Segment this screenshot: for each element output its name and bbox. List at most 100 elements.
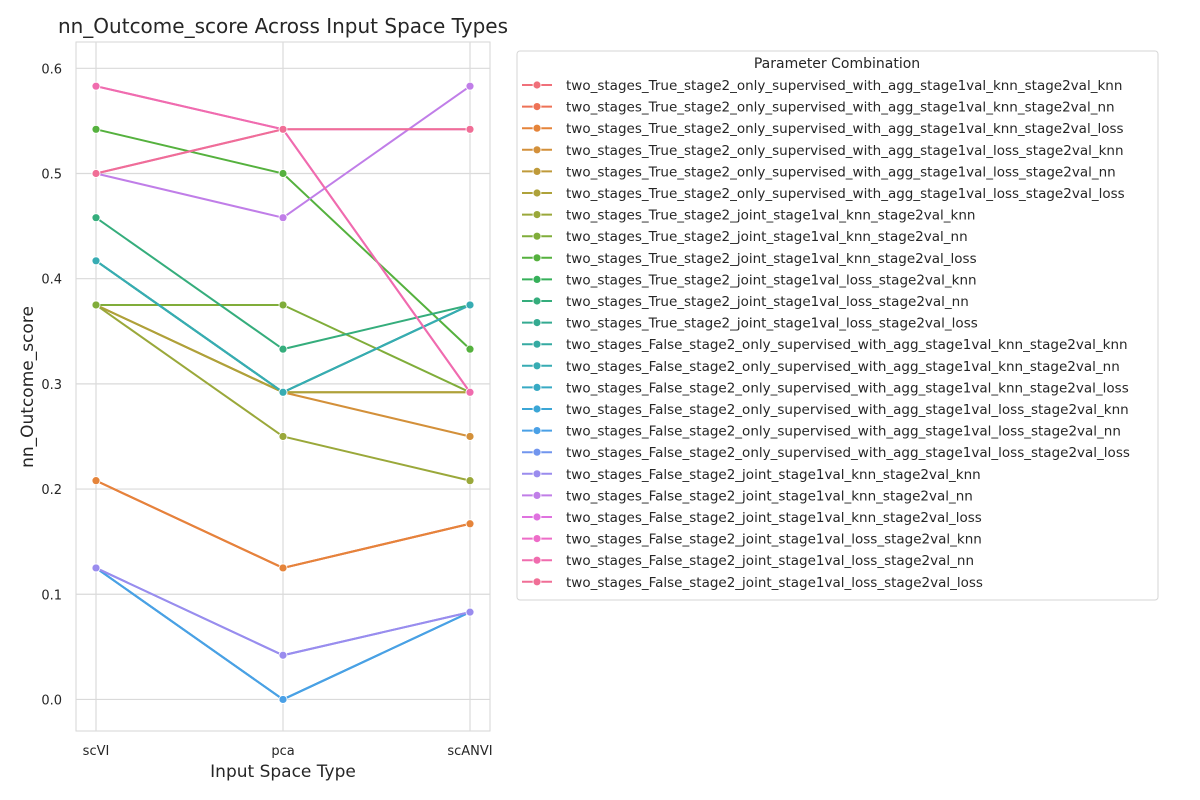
data-point bbox=[278, 344, 288, 354]
legend-label: two_stages_True_stage2_only_supervised_w… bbox=[566, 100, 1115, 116]
legend-swatch-marker bbox=[532, 318, 542, 328]
legend-label: two_stages_True_stage2_joint_stage1val_k… bbox=[566, 251, 977, 267]
legend-label: two_stages_False_stage2_only_supervised_… bbox=[566, 380, 1129, 396]
legend-label: two_stages_False_stage2_only_supervised_… bbox=[566, 359, 1120, 375]
legend-label: two_stages_True_stage2_only_supervised_w… bbox=[566, 186, 1125, 202]
legend: Parameter Combination two_stages_True_st… bbox=[516, 50, 1159, 601]
legend-item: two_stages_True_stage2_joint_stage1val_l… bbox=[522, 294, 969, 310]
series-9 bbox=[91, 124, 475, 354]
x-tick-labels: scVI pca scANVI bbox=[83, 744, 493, 759]
legend-frame bbox=[516, 50, 1159, 601]
y-tick-label: 0.6 bbox=[41, 62, 62, 77]
legend-item: two_stages_True_stage2_joint_stage1val_k… bbox=[522, 208, 975, 224]
data-point bbox=[91, 256, 101, 266]
data-point bbox=[465, 387, 475, 397]
x-tick-label: scVI bbox=[83, 744, 110, 759]
legend-label: two_stages_True_stage2_only_supervised_w… bbox=[566, 143, 1124, 159]
legend-label: two_stages_False_stage2_joint_stage1val_… bbox=[566, 488, 973, 504]
series-19 bbox=[91, 563, 475, 660]
data-point bbox=[465, 344, 475, 354]
legend-swatch-marker bbox=[532, 123, 542, 133]
legend-swatch-marker bbox=[532, 469, 542, 479]
legend-swatch-marker bbox=[532, 404, 542, 414]
data-point bbox=[91, 213, 101, 223]
legend-label: two_stages_False_stage2_joint_stage1val_… bbox=[566, 467, 981, 483]
legend-item: two_stages_False_stage2_joint_stage1val_… bbox=[522, 510, 982, 526]
data-point bbox=[465, 519, 475, 529]
legend-swatch-marker bbox=[532, 296, 542, 306]
legend-item: two_stages_True_stage2_joint_stage1val_l… bbox=[522, 272, 977, 288]
data-point bbox=[278, 563, 288, 573]
legend-label: two_stages_True_stage2_only_supervised_w… bbox=[566, 164, 1116, 180]
data-point bbox=[278, 169, 288, 178]
series-24 bbox=[91, 124, 475, 178]
x-tick-label: pca bbox=[271, 744, 294, 759]
y-tick-labels: 0.0 0.1 0.2 0.3 0.4 0.5 0.6 bbox=[41, 62, 62, 708]
legend-swatch-marker bbox=[532, 382, 542, 392]
legend-item: two_stages_True_stage2_joint_stage1val_l… bbox=[522, 316, 978, 332]
legend-item: two_stages_False_stage2_joint_stage1val_… bbox=[522, 553, 974, 569]
legend-label: two_stages_False_stage2_joint_stage1val_… bbox=[566, 553, 974, 569]
legend-swatch-marker bbox=[532, 102, 542, 111]
legend-label: two_stages_True_stage2_only_supervised_w… bbox=[566, 121, 1124, 137]
y-tick-label: 0.2 bbox=[41, 483, 62, 498]
y-tick-label: 0.5 bbox=[41, 167, 62, 182]
legend-label: two_stages_False_stage2_only_supervised_… bbox=[566, 337, 1128, 353]
legend-label: two_stages_True_stage2_only_supervised_w… bbox=[566, 78, 1122, 94]
legend-swatch-marker bbox=[532, 534, 542, 543]
legend-swatch-marker bbox=[532, 447, 542, 457]
legend-item: two_stages_True_stage2_only_supervised_w… bbox=[522, 164, 1116, 180]
legend-label: two_stages_False_stage2_joint_stage1val_… bbox=[566, 532, 982, 548]
x-tick-label: scANVI bbox=[447, 744, 492, 759]
legend-label: two_stages_False_stage2_only_supervised_… bbox=[566, 424, 1121, 440]
legend-item: two_stages_False_stage2_joint_stage1val_… bbox=[522, 488, 973, 504]
data-point bbox=[91, 300, 101, 310]
legend-swatch-marker bbox=[532, 339, 542, 349]
legend-label: two_stages_True_stage2_joint_stage1val_l… bbox=[566, 316, 978, 332]
data-point bbox=[465, 476, 475, 486]
legend-label: two_stages_True_stage2_joint_stage1val_k… bbox=[566, 229, 968, 245]
legend-swatch-marker bbox=[532, 512, 542, 522]
data-point bbox=[465, 81, 475, 91]
legend-label: two_stages_False_stage2_only_supervised_… bbox=[566, 402, 1129, 418]
data-point bbox=[91, 476, 101, 486]
legend-swatch-marker bbox=[532, 210, 542, 220]
legend-swatch-marker bbox=[532, 577, 542, 587]
legend-item: two_stages_False_stage2_only_supervised_… bbox=[522, 359, 1120, 375]
legend-item: two_stages_True_stage2_only_supervised_w… bbox=[522, 121, 1124, 137]
chart-title: nn_Outcome_score Across Input Space Type… bbox=[58, 14, 508, 38]
data-point bbox=[278, 695, 288, 704]
legend-swatch-marker bbox=[532, 166, 542, 176]
data-point bbox=[465, 432, 475, 441]
legend-title: Parameter Combination bbox=[754, 56, 920, 72]
legend-item: two_stages_False_stage2_only_supervised_… bbox=[522, 445, 1130, 461]
legend-item: two_stages_True_stage2_only_supervised_w… bbox=[522, 143, 1124, 159]
y-tick-label: 0.0 bbox=[41, 693, 62, 708]
legend-swatch-marker bbox=[532, 231, 542, 241]
legend-item: two_stages_True_stage2_only_supervised_w… bbox=[522, 78, 1122, 94]
series-3 bbox=[91, 476, 475, 573]
y-tick-label: 0.1 bbox=[41, 588, 62, 603]
data-point bbox=[278, 300, 288, 310]
legend-swatch-marker bbox=[532, 80, 542, 90]
legend-label: two_stages_True_stage2_joint_stage1val_l… bbox=[566, 272, 977, 288]
data-point bbox=[278, 213, 288, 223]
legend-item: two_stages_False_stage2_joint_stage1val_… bbox=[522, 532, 982, 548]
y-axis-label: nn_Outcome_score bbox=[18, 306, 38, 468]
legend-item: two_stages_False_stage2_only_supervised_… bbox=[522, 402, 1129, 418]
legend-label: two_stages_False_stage2_joint_stage1val_… bbox=[566, 510, 982, 526]
legend-swatch-marker bbox=[532, 274, 542, 284]
legend-item: two_stages_True_stage2_joint_stage1val_k… bbox=[522, 251, 977, 267]
data-point bbox=[91, 124, 101, 134]
legend-item: two_stages_False_stage2_only_supervised_… bbox=[522, 424, 1121, 440]
legend-swatch-marker bbox=[532, 426, 542, 436]
series-14 bbox=[91, 256, 475, 397]
data-point bbox=[91, 563, 101, 573]
data-point bbox=[91, 81, 101, 91]
legend-label: two_stages_True_stage2_joint_stage1val_k… bbox=[566, 208, 975, 224]
data-point bbox=[278, 124, 288, 134]
legend-swatch-marker bbox=[532, 490, 542, 500]
legend-swatch-marker bbox=[532, 253, 542, 263]
legend-item: two_stages_False_stage2_only_supervised_… bbox=[522, 380, 1129, 396]
